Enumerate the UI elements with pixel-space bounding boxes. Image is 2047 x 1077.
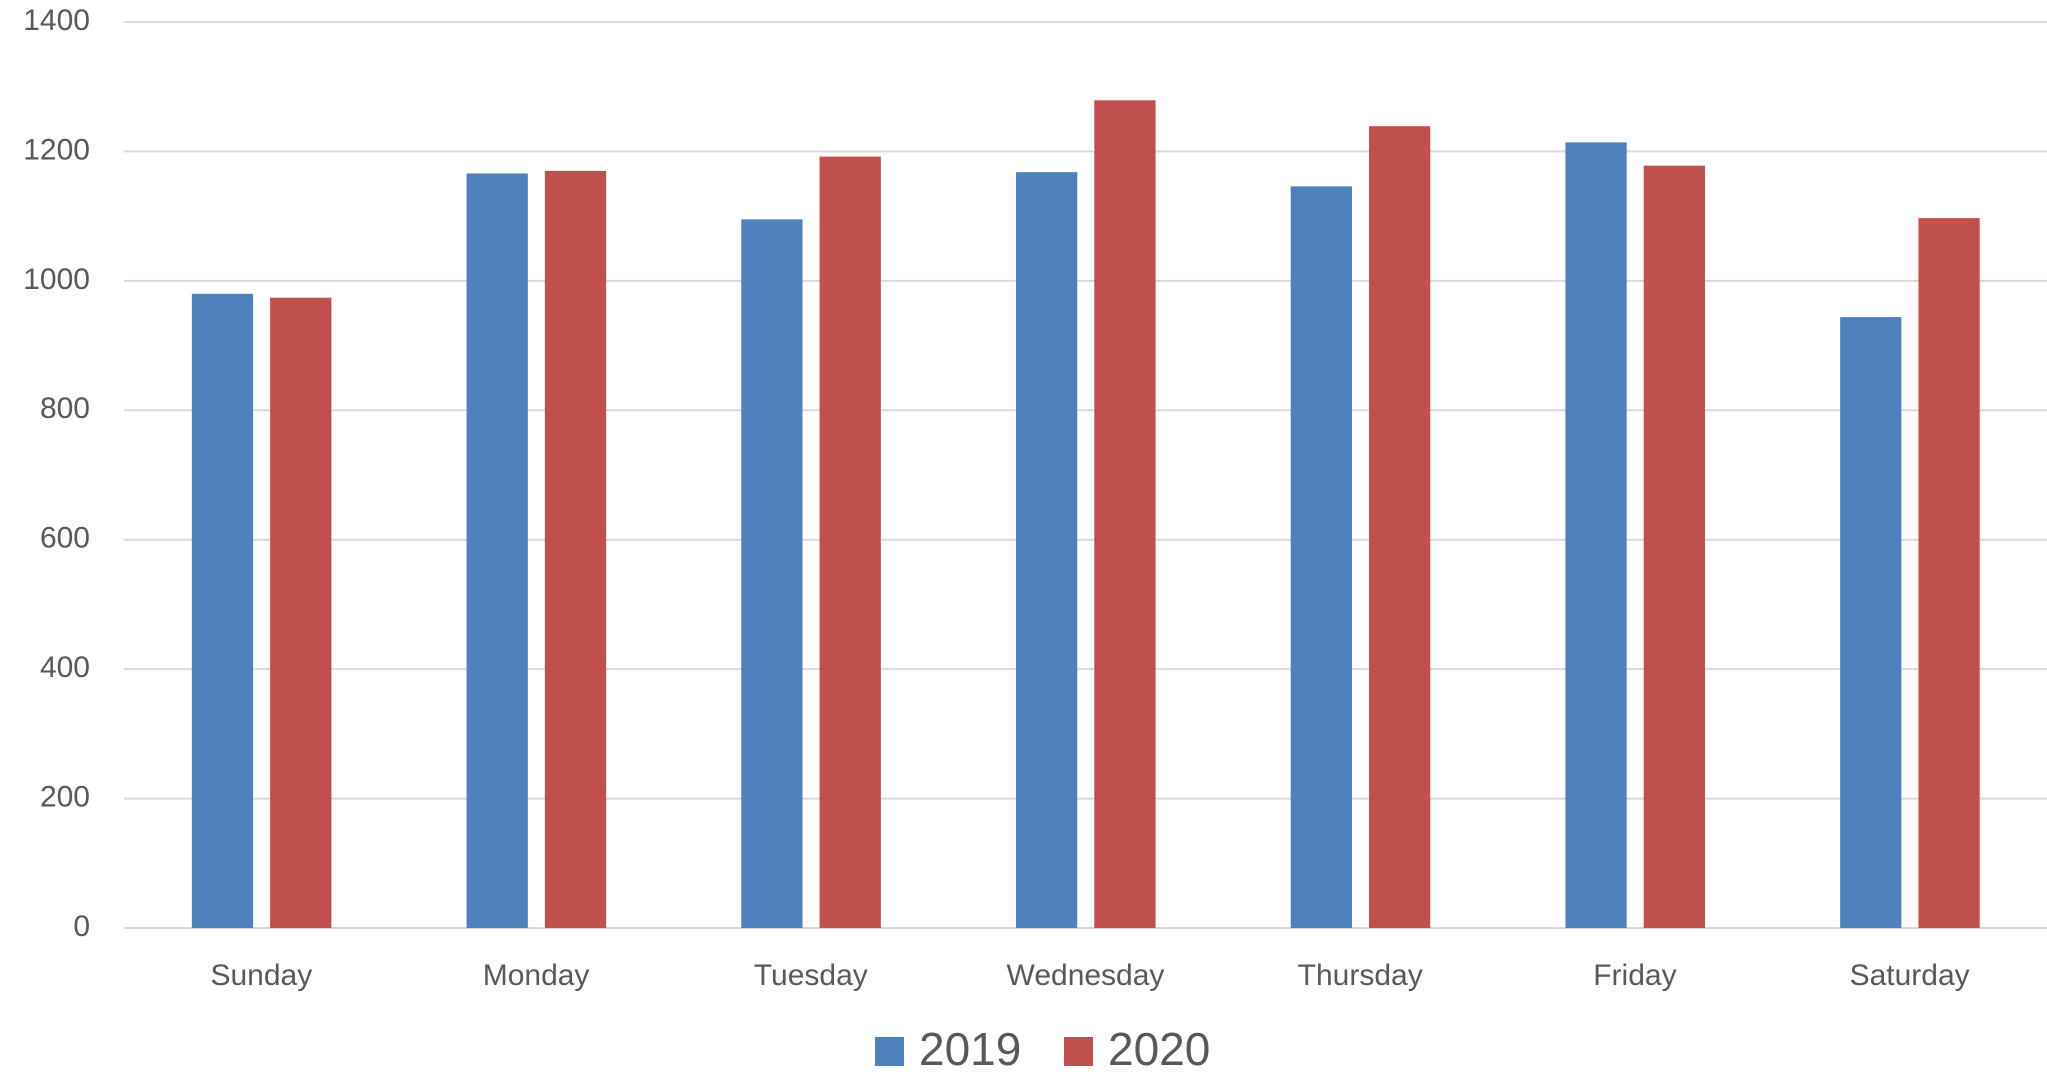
x-tick-label: Wednesday (1007, 959, 1165, 992)
legend-label: 2020 (1108, 1023, 1210, 1075)
legend-label: 2019 (919, 1023, 1021, 1075)
x-tick-label: Thursday (1298, 959, 1423, 992)
bar (819, 156, 881, 928)
y-tick-label: 1400 (23, 4, 90, 37)
y-tick-label: 800 (40, 392, 90, 425)
y-tick-label: 400 (40, 651, 90, 684)
x-tick-label: Saturday (1850, 959, 1970, 992)
bar (741, 219, 803, 929)
y-tick-label: 600 (40, 522, 90, 555)
bar (1643, 165, 1705, 928)
y-tick-label: 1000 (23, 263, 90, 296)
x-tick-label: Sunday (210, 959, 312, 992)
bar (1918, 218, 1980, 928)
bar (1565, 142, 1627, 928)
bar (191, 293, 254, 928)
x-tick-label: Tuesday (754, 959, 868, 992)
bar (544, 170, 607, 929)
y-tick-label: 1200 (23, 133, 90, 166)
bar (1290, 186, 1352, 929)
bar (466, 173, 528, 929)
bar (1369, 126, 1431, 928)
x-tick-label: Friday (1593, 959, 1676, 992)
y-tick-label: 0 (73, 910, 90, 943)
legend-swatch (1064, 1037, 1093, 1066)
y-tick-label: 200 (40, 780, 90, 813)
bar (1015, 172, 1078, 928)
x-tick-label: Monday (483, 959, 590, 992)
bar (270, 297, 332, 928)
legend-swatch (875, 1037, 904, 1066)
bar (1094, 100, 1156, 929)
bar (1840, 317, 1902, 928)
